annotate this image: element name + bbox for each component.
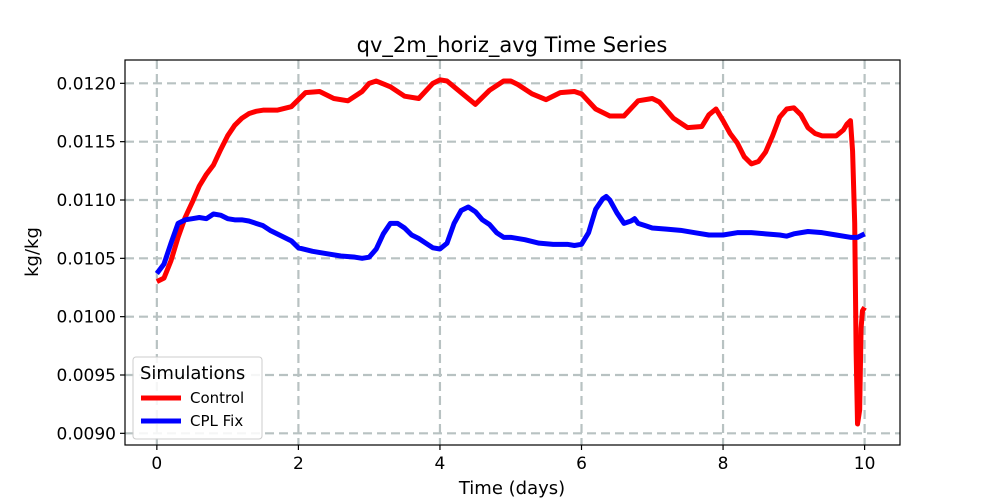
x-tick-label: 8	[718, 454, 729, 474]
x-tick-label: 4	[435, 454, 446, 474]
legend-label-cpl-fix: CPL Fix	[190, 412, 243, 430]
legend-label-control: Control	[190, 389, 244, 407]
y-tick-label: 0.0115	[57, 133, 116, 153]
x-tick-label: 0	[151, 454, 162, 474]
series-line-control	[155, 77, 867, 427]
y-axis-label: kg/kg	[22, 227, 43, 277]
y-tick-label: 0.0095	[57, 366, 116, 386]
y-tick-label: 0.0090	[57, 424, 116, 444]
plot-frame	[124, 59, 901, 446]
legend: Simulations Control CPL Fix	[132, 356, 263, 440]
x-tick-label: 10	[854, 454, 876, 474]
tick-layer: 0 2 4 6 8 10 0.0090 0.0095 0.0100 0.0105 0.0110 0.0…	[57, 74, 876, 474]
x-axis-label: Time (days)	[458, 478, 565, 499]
series-line-cpl-fix	[154, 194, 866, 276]
y-tick-label: 0.0100	[57, 308, 116, 328]
series-layer	[154, 77, 867, 427]
legend-title: Simulations	[140, 363, 245, 384]
y-tick-label: 0.0120	[57, 74, 116, 94]
y-tick-label: 0.0110	[57, 191, 116, 211]
x-tick-label: 2	[293, 454, 304, 474]
chart-title: qv_2m_horiz_avg Time Series	[357, 33, 668, 58]
x-tick-label: 6	[576, 454, 587, 474]
y-tick-label: 0.0105	[57, 249, 116, 269]
